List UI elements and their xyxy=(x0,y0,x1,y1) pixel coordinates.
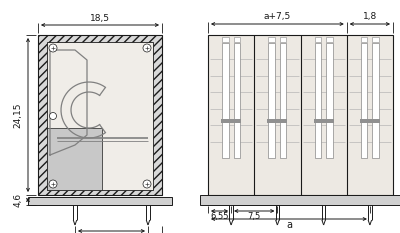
Text: 1,8: 1,8 xyxy=(363,13,377,21)
Bar xyxy=(268,43,275,158)
Circle shape xyxy=(49,44,57,52)
Bar xyxy=(221,119,241,123)
Bar xyxy=(361,43,367,158)
Bar xyxy=(314,119,334,123)
Bar xyxy=(28,197,172,205)
Bar xyxy=(208,35,393,195)
Bar xyxy=(47,128,102,190)
Bar xyxy=(38,35,162,195)
Text: 18,5: 18,5 xyxy=(90,14,110,24)
Bar xyxy=(267,119,287,123)
Text: 24,15: 24,15 xyxy=(14,102,22,128)
Bar xyxy=(222,43,229,158)
Bar xyxy=(200,195,400,205)
Text: a: a xyxy=(286,220,292,230)
Text: 6,55: 6,55 xyxy=(210,212,229,222)
Bar xyxy=(280,37,286,42)
Bar xyxy=(372,37,379,42)
Bar xyxy=(280,43,286,158)
Circle shape xyxy=(50,113,56,120)
Bar xyxy=(315,43,321,158)
Bar xyxy=(372,43,379,158)
Text: a+7,5: a+7,5 xyxy=(264,13,291,21)
Bar xyxy=(222,37,229,42)
Bar xyxy=(326,43,333,158)
Bar xyxy=(361,37,367,42)
Bar xyxy=(47,42,153,190)
Bar xyxy=(360,119,380,123)
Circle shape xyxy=(143,180,151,188)
Bar xyxy=(234,37,240,42)
Bar xyxy=(268,37,275,42)
Bar xyxy=(234,43,240,158)
Text: 4,6: 4,6 xyxy=(14,193,22,207)
Bar xyxy=(326,37,333,42)
Text: 7,5: 7,5 xyxy=(248,212,261,222)
Circle shape xyxy=(143,44,151,52)
Circle shape xyxy=(49,180,57,188)
Bar xyxy=(315,37,321,42)
